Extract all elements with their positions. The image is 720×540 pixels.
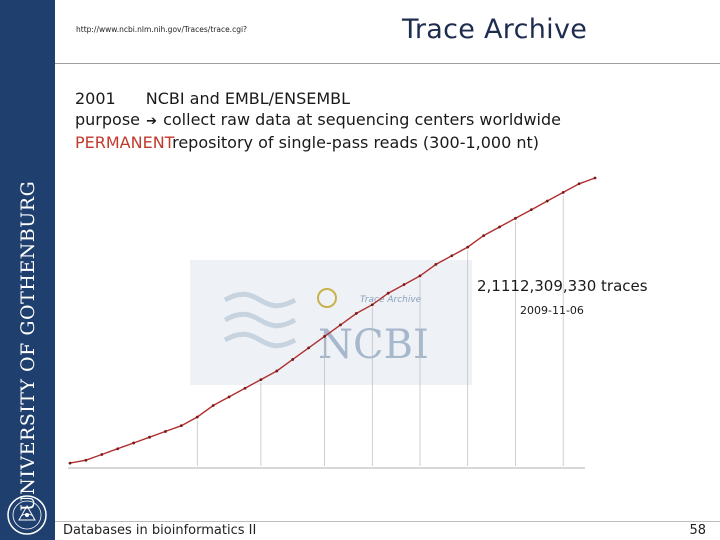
bullet-emphasis: PERMANENT xyxy=(75,133,173,152)
series-markers xyxy=(68,176,597,465)
trace-growth-chart: Trace Archive NCBI 2,1112,309,330 traces… xyxy=(68,176,648,469)
series-point xyxy=(116,447,120,451)
series-point xyxy=(545,199,549,203)
bullet-list: 2001 NCBI and EMBL/ENSEMBL purpose ➔ coll… xyxy=(75,88,561,153)
bullet-line-2-text: collect raw data at sequencing centers w… xyxy=(163,110,561,129)
series-point xyxy=(418,274,422,278)
bullet-purpose-label: purpose xyxy=(75,110,140,129)
course-name: Databases in bioinformatics II xyxy=(63,523,257,538)
series-point xyxy=(434,263,438,266)
slide-title: Trace Archive xyxy=(402,14,588,45)
series-point xyxy=(450,254,454,258)
watermark-product: Trace Archive xyxy=(360,295,422,305)
bullet-line-3: PERMANENTrepository of single-pass reads… xyxy=(75,132,561,153)
series-point xyxy=(195,415,199,419)
series-point xyxy=(370,303,374,307)
series-point xyxy=(227,395,231,399)
series-point xyxy=(482,234,486,237)
series-point xyxy=(514,216,517,220)
series-point xyxy=(593,176,597,180)
series-point xyxy=(179,424,183,428)
university-name: UNIVERSITY OF GOTHENBURG xyxy=(17,180,39,512)
bullet-year: 2001 xyxy=(75,89,116,108)
title-rule xyxy=(55,63,720,64)
series-point xyxy=(243,386,247,390)
right-arrow-icon: ➔ xyxy=(146,114,157,129)
bullet-line-1-text: NCBI and EMBL/ENSEMBL xyxy=(145,89,351,108)
bullet-line-2: purpose ➔ collect raw data at sequencing… xyxy=(75,109,561,132)
trace-archive-logo-icon xyxy=(317,288,337,308)
series-point xyxy=(577,182,581,186)
series-point xyxy=(466,245,470,249)
series-point xyxy=(561,191,565,194)
series-point xyxy=(402,283,406,286)
page-number: 58 xyxy=(689,523,706,538)
series-point xyxy=(529,208,533,212)
series-point xyxy=(132,441,136,445)
series-point xyxy=(386,291,390,295)
trace-count-callout: 2,1112,309,330 traces xyxy=(477,277,648,295)
trace-count-date: 2009-11-06 xyxy=(520,304,584,317)
series-point xyxy=(148,435,151,439)
series-point xyxy=(498,225,501,229)
chart-watermark: Trace Archive NCBI xyxy=(190,260,472,385)
series-line xyxy=(69,177,596,464)
watermark-brand: NCBI xyxy=(318,322,429,368)
bullet-line-1: 2001 NCBI and EMBL/ENSEMBL xyxy=(75,88,561,109)
footer-rule xyxy=(55,521,720,522)
series-point xyxy=(68,461,72,465)
source-url: http://www.ncbi.nlm.nih.gov/Traces/trace… xyxy=(76,25,248,34)
series-point xyxy=(339,323,342,327)
series-point xyxy=(164,430,167,433)
series-point xyxy=(291,358,295,361)
series-point xyxy=(100,453,104,456)
bullet-line-3-text: repository of single-pass reads (300-1,0… xyxy=(172,133,540,152)
series-point xyxy=(259,378,263,381)
university-seal-icon xyxy=(7,495,47,535)
series-point xyxy=(275,369,279,373)
university-sidebar: UNIVERSITY OF GOTHENBURG xyxy=(0,0,55,540)
series-point xyxy=(84,458,88,462)
series-point xyxy=(323,335,326,338)
guide-lines xyxy=(196,195,564,466)
series-point xyxy=(307,346,311,350)
series-point xyxy=(211,404,215,407)
watermark-panel xyxy=(190,260,472,385)
dna-helix-icon xyxy=(223,291,297,349)
series-point xyxy=(354,311,358,315)
